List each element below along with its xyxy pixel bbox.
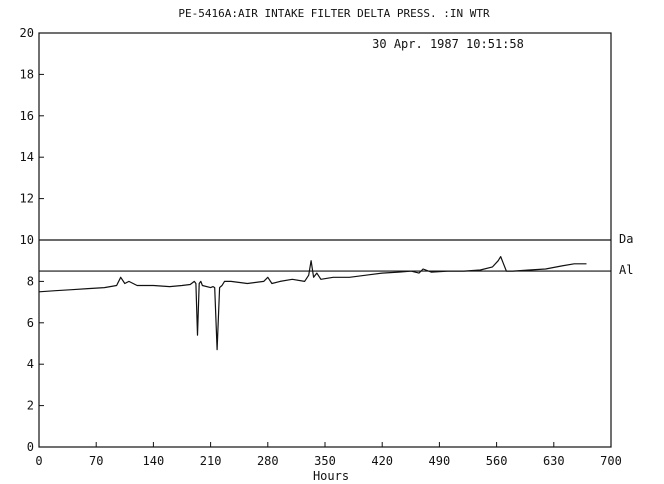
y-tick-label: 0	[27, 440, 34, 454]
series-group	[38, 256, 587, 351]
x-tick-label: 420	[371, 454, 393, 468]
y-tick-label: 10	[20, 233, 34, 247]
x-tick-label: 630	[543, 454, 565, 468]
x-tick-label: 0	[35, 454, 42, 468]
reference-line-label: Da	[619, 232, 633, 246]
x-axis-label: Hours	[313, 469, 349, 483]
x-tick-label: 140	[143, 454, 165, 468]
chart-timestamp: 30 Apr. 1987 10:51:58	[372, 37, 524, 51]
x-tick-label: 350	[314, 454, 336, 468]
x-tick-label: 210	[200, 454, 222, 468]
y-tick-label: 14	[20, 150, 34, 164]
reference-line-label: Al	[619, 263, 633, 277]
x-tick-label: 560	[486, 454, 508, 468]
x-axis: 0 70 140 210 280 350 420 490 560 630 700	[35, 442, 622, 468]
reference-lines: Da Al	[39, 232, 633, 277]
y-tick-label: 2	[27, 399, 34, 413]
y-tick-label: 4	[27, 357, 34, 371]
y-tick-label: 8	[27, 274, 34, 288]
y-tick-label: 18	[20, 67, 34, 81]
y-tick-label: 20	[20, 26, 34, 40]
y-axis: 0 2 4 6 8 10 12 14 16 18 20	[20, 26, 44, 454]
x-tick-label: 700	[600, 454, 622, 468]
series-line-0	[38, 256, 587, 351]
y-tick-label: 6	[27, 316, 34, 330]
y-tick-label: 16	[20, 109, 34, 123]
x-tick-label: 490	[429, 454, 451, 468]
chart-title: PE-5416A:AIR INTAKE FILTER DELTA PRESS. …	[178, 7, 490, 20]
x-tick-label: 70	[89, 454, 103, 468]
x-tick-label: 280	[257, 454, 279, 468]
y-tick-label: 12	[20, 192, 34, 206]
